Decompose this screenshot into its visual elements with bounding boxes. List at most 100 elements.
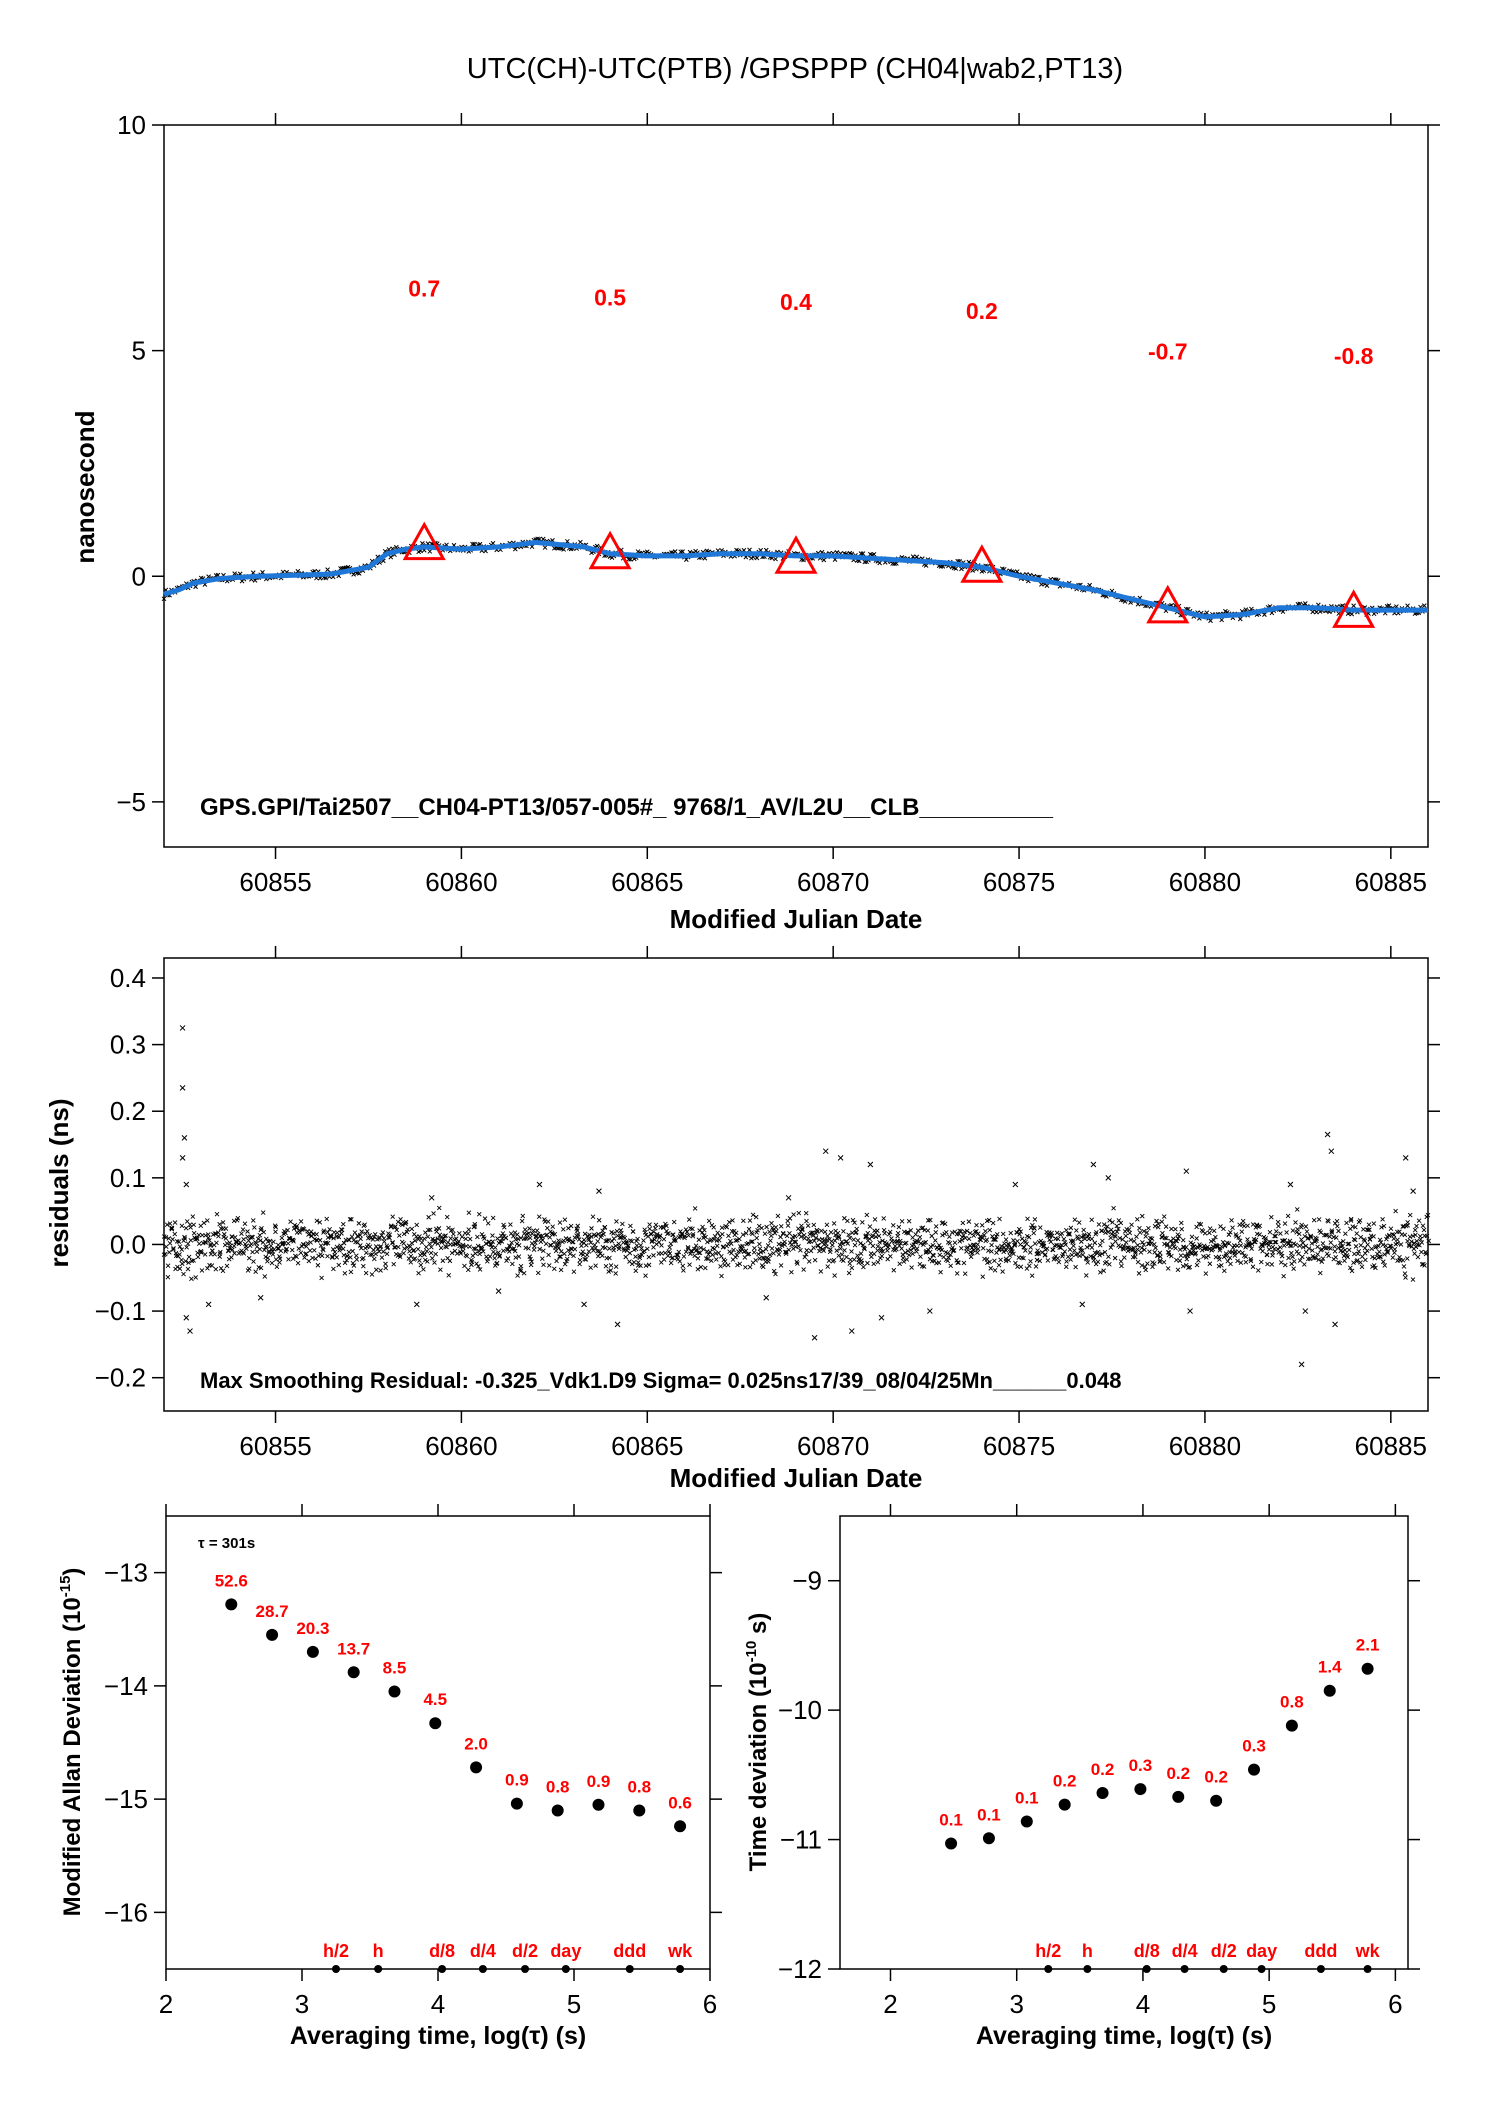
y-tick-label: −5 [116,787,146,817]
residual-point [477,1251,482,1257]
residual-point [514,1232,520,1237]
residual-point [966,1219,972,1224]
residual-point [625,1243,631,1249]
residual-point [253,1269,259,1275]
residual-point [199,1250,204,1255]
residual-point [897,1261,903,1267]
interval-label: day [550,1941,581,1961]
residual-point [613,1264,619,1269]
residual-point [371,1234,377,1240]
residual-point [1135,1259,1141,1265]
residual-point [298,1219,304,1224]
residual-point [448,1236,453,1241]
residual-point [562,1251,567,1257]
residual-point [182,1236,188,1241]
residual-point [1007,1253,1013,1258]
residual-point [763,1246,769,1252]
residual-point [1304,1229,1310,1234]
residual-point [1160,1230,1165,1236]
residual-point [363,1270,369,1276]
residual-point [1326,1253,1331,1259]
residual-point [301,1226,307,1232]
residual-point [1116,1226,1121,1232]
residual-point [852,1242,858,1248]
residual-point [1069,1252,1075,1258]
residual-point [808,1230,814,1236]
residual-point [896,1224,902,1230]
residual-point [799,1226,805,1232]
residual-point [1348,1265,1353,1271]
residual-point [870,1243,876,1249]
deviation-point [388,1685,401,1698]
residual-point [753,1214,759,1220]
residual-point [1414,1238,1420,1244]
residual-point [1103,1226,1109,1232]
residual-point [1003,1237,1009,1242]
residual-point [562,1261,568,1267]
residual-point [1082,1232,1087,1238]
residual-point [958,1228,964,1234]
residual-point [713,1257,719,1262]
residual-point [1362,1238,1368,1244]
residual-point [931,1253,937,1258]
residual-point [608,1263,614,1268]
residual-point [1342,1258,1347,1264]
residual-point [1137,1230,1143,1235]
residual-point [340,1221,346,1227]
residual-point [1117,1235,1123,1241]
residual-point [733,1254,738,1260]
residual-point [476,1211,482,1217]
residual-point [1106,1254,1111,1260]
residual-point [630,1229,636,1234]
residual-point [631,1259,637,1265]
residual-point [608,1268,614,1273]
residual-point [1260,1248,1265,1254]
deviation-point [1134,1783,1147,1796]
residual-point [262,1247,267,1253]
residual-point [528,1262,534,1268]
residual-point [760,1249,766,1254]
residual-point [771,1250,776,1256]
residual-point [1003,1248,1009,1253]
residual-point [1295,1226,1300,1232]
interval-label: d/2 [512,1941,538,1961]
residual-point [314,1218,320,1224]
residual-point [1091,1254,1097,1260]
residual-point [1355,1257,1360,1263]
residual-point [887,1229,893,1235]
residual-point [749,1239,754,1245]
residual-point [731,1247,736,1253]
x-tick-label: 3 [1009,1989,1023,2019]
residual-point [397,1252,403,1258]
residual-point [1405,1238,1410,1244]
residual-point [550,1224,556,1230]
residual-point [294,1254,299,1260]
residual-point [1157,1258,1163,1263]
residual-point [557,1220,563,1225]
residual-point [745,1251,750,1257]
residual-point [1253,1237,1259,1243]
residual-point [407,1244,413,1250]
residual-point [1157,1259,1163,1265]
y-axis-label: Time deviation (10-10 s) [743,1613,772,1872]
time-offset-chart: 60855 60860 60865 60870 60875 60880 60885 −505… [70,110,1440,934]
residual-point [440,1258,446,1264]
residual-point [402,1246,407,1251]
residual-point [415,1246,421,1252]
residual-point [629,1239,635,1244]
residual-point [1289,1250,1294,1256]
residual-point [301,1242,307,1247]
residual-point [1258,1259,1264,1265]
residual-point [798,1234,804,1239]
residual-point [633,1268,639,1274]
residual-point [1102,1249,1108,1255]
residual-point [732,1232,738,1238]
deviation-point [1172,1790,1185,1803]
residual-point [1031,1230,1037,1236]
point-label: 0.8 [546,1777,570,1796]
residual-point [1167,1245,1173,1250]
residual-point [537,1246,543,1252]
residual-point [1194,1236,1199,1241]
residual-point [1296,1251,1301,1256]
